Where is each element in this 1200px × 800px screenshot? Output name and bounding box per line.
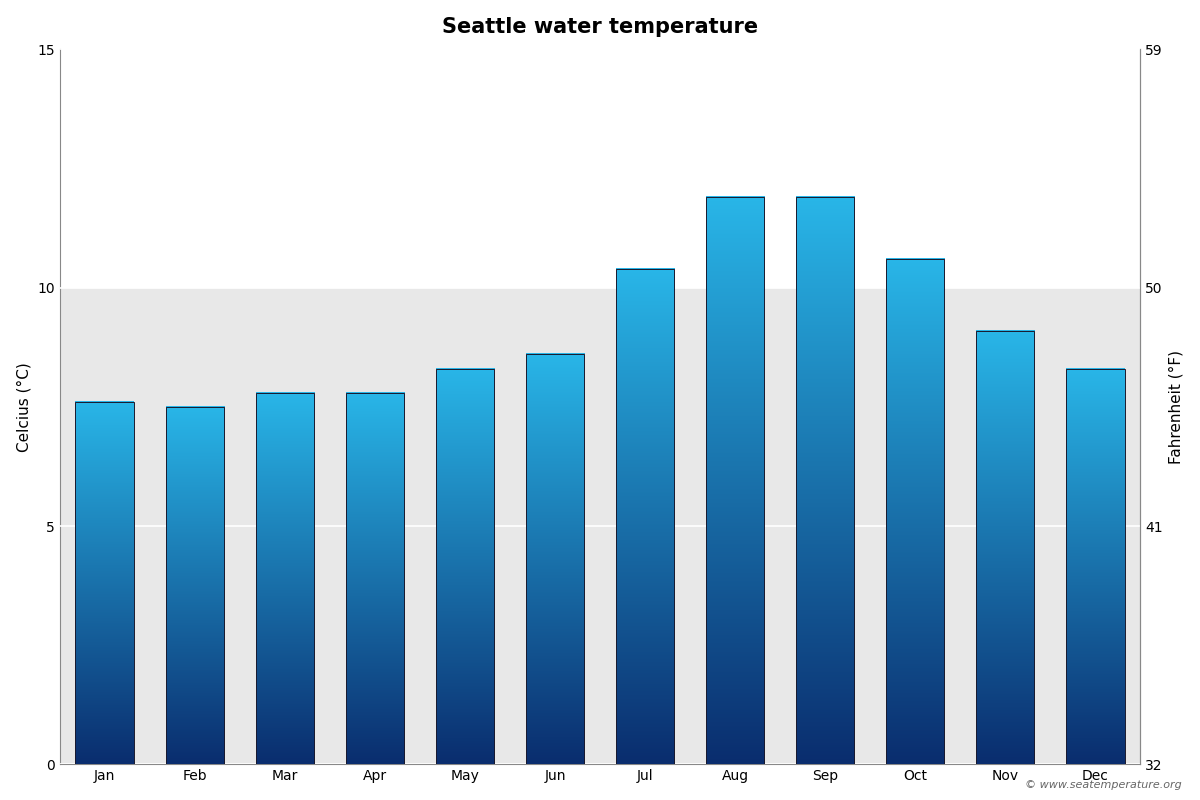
Y-axis label: Fahrenheit (°F): Fahrenheit (°F) [1169,350,1183,464]
Bar [436,369,494,765]
Bar [166,407,224,765]
Bar [1066,369,1124,765]
Bar [256,393,314,765]
Bar [796,197,854,765]
Bar [706,197,764,765]
Bar [886,259,944,765]
Bar [76,402,134,765]
Bar [60,288,1140,765]
Title: Seattle water temperature: Seattle water temperature [442,17,758,37]
Bar [526,354,584,765]
Y-axis label: Celcius (°C): Celcius (°C) [17,362,31,452]
Bar [616,269,674,765]
Bar [346,393,404,765]
Text: © www.seatemperature.org: © www.seatemperature.org [1025,781,1182,790]
Bar [976,330,1034,765]
